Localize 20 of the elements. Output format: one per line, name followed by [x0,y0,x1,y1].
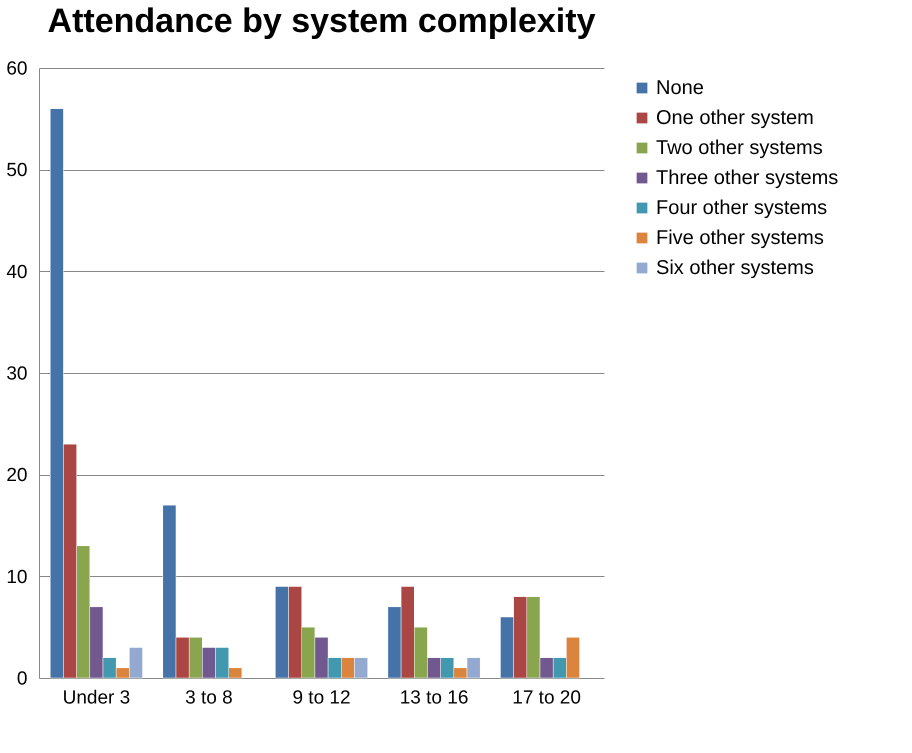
x-tick-label: 9 to 12 [292,688,351,708]
legend-label: One other system [656,107,814,129]
legend-label: Three other systems [656,167,838,189]
legend-label: Four other systems [656,197,828,219]
y-tick-label: 40 [6,262,28,283]
legend-label: None [656,77,704,99]
legend-label: Five other systems [656,227,824,249]
y-tick-label: 0 [16,668,28,690]
legend-label: Two other systems [656,137,823,159]
y-tick-label: 50 [6,160,28,182]
x-tick-label: 3 to 8 [185,688,233,708]
x-tick-label: 13 to 16 [400,688,468,708]
y-tick-label: 30 [6,364,28,384]
legend-label: Six other systems [656,257,814,279]
y-tick-label: 60 [6,58,28,80]
chart-title: Attendance by system complexity [48,2,596,40]
x-tick-label: 17 to 20 [512,688,581,708]
y-tick-label: 20 [6,465,28,486]
y-tick-label: 10 [6,566,28,588]
x-tick-label: Under 3 [62,688,130,708]
